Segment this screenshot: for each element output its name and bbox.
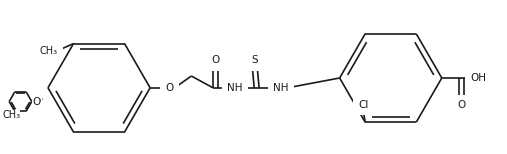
Text: O: O — [211, 55, 220, 65]
Text: NH: NH — [273, 83, 288, 93]
Text: O: O — [166, 83, 174, 93]
Text: S: S — [251, 55, 258, 65]
Text: CH₃: CH₃ — [2, 110, 20, 120]
Text: CH₃: CH₃ — [40, 47, 58, 56]
Text: O: O — [458, 100, 466, 110]
Text: NH: NH — [227, 83, 242, 93]
Text: OH: OH — [470, 73, 486, 83]
Text: Cl: Cl — [358, 99, 369, 109]
Text: O: O — [32, 97, 40, 107]
